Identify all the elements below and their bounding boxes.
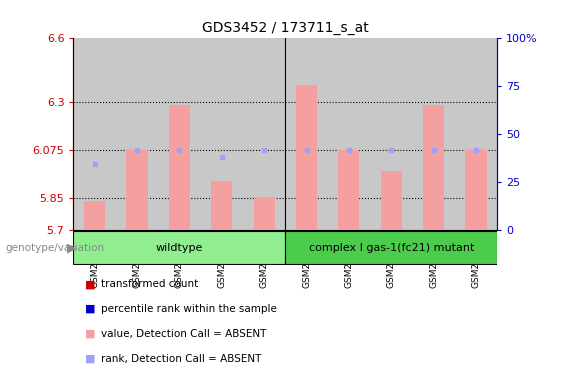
Bar <box>243 38 285 230</box>
Bar <box>169 104 190 230</box>
Bar <box>328 38 370 230</box>
Text: ▶: ▶ <box>67 241 77 254</box>
Bar <box>381 170 402 230</box>
Bar <box>211 181 232 230</box>
Text: value, Detection Call = ABSENT: value, Detection Call = ABSENT <box>101 329 266 339</box>
Text: transformed count: transformed count <box>101 279 198 289</box>
Text: percentile rank within the sample: percentile rank within the sample <box>101 304 276 314</box>
Bar <box>455 38 497 230</box>
Text: ■: ■ <box>85 304 95 314</box>
Bar <box>84 200 105 230</box>
Bar <box>116 38 158 230</box>
Bar <box>423 104 444 230</box>
Bar <box>285 231 497 264</box>
Bar <box>73 38 116 230</box>
Bar <box>127 151 147 230</box>
Text: wildtype: wildtype <box>156 243 203 253</box>
Text: ■: ■ <box>85 329 95 339</box>
Bar <box>412 38 455 230</box>
Bar <box>285 38 328 230</box>
Text: rank, Detection Call = ABSENT: rank, Detection Call = ABSENT <box>101 354 261 364</box>
Bar <box>296 85 317 230</box>
Bar <box>370 38 412 230</box>
Bar <box>254 197 275 230</box>
Text: ■: ■ <box>85 279 95 289</box>
Bar <box>466 151 486 230</box>
Text: genotype/variation: genotype/variation <box>6 243 105 253</box>
Bar <box>73 231 285 264</box>
Bar <box>338 151 359 230</box>
Title: GDS3452 / 173711_s_at: GDS3452 / 173711_s_at <box>202 21 369 35</box>
Text: complex I gas-1(fc21) mutant: complex I gas-1(fc21) mutant <box>308 243 474 253</box>
Bar <box>158 38 201 230</box>
Text: ■: ■ <box>85 354 95 364</box>
Bar <box>201 38 243 230</box>
